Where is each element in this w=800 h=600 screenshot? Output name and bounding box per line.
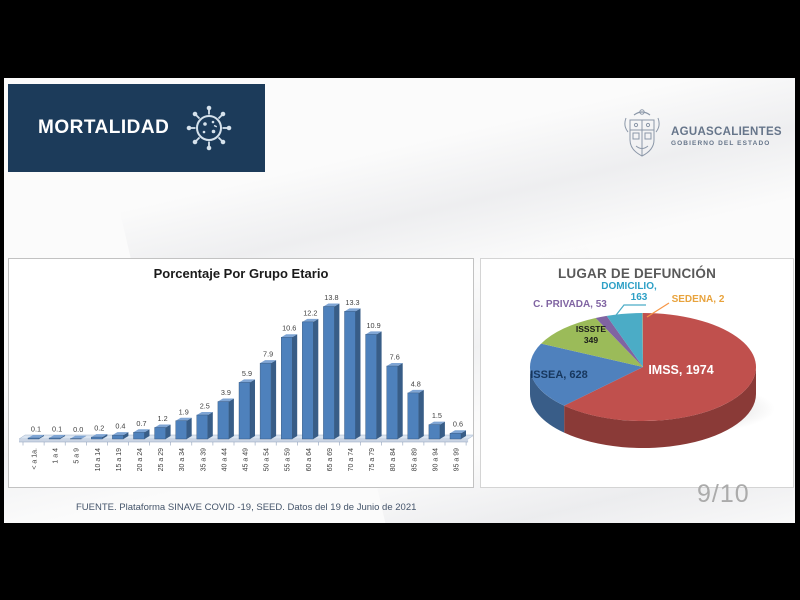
- bar: 7.9: [259, 350, 277, 440]
- bar: 1.9: [175, 407, 192, 440]
- pie-slice-label: ISSSTE: [576, 324, 607, 334]
- bar-category-label: 95 a 99: [454, 448, 461, 471]
- bar-value-label: 13.8: [324, 293, 338, 302]
- pie-slice-label: DOMICILIO,: [601, 281, 657, 292]
- bar: 0.2: [91, 424, 108, 440]
- pie-slice-label: ISSEA, 628: [530, 369, 587, 381]
- bar-value-label: 0.1: [52, 425, 62, 434]
- bar-chart-title: Porcentaje Por Grupo Etario: [153, 266, 329, 281]
- bar: 1.2: [154, 414, 171, 440]
- bar: 2.5: [196, 402, 213, 440]
- bar-category-label: 60 a 64: [306, 448, 313, 471]
- title-banner: MORTALIDAD: [8, 84, 265, 172]
- bar: 0.1: [48, 425, 66, 440]
- bar: 0.1: [27, 425, 44, 440]
- bar: 0.0: [70, 425, 87, 440]
- bar-category-label: 70 a 74: [348, 448, 355, 471]
- bar-value-label: 7.6: [390, 353, 400, 362]
- bar-category-label: 15 a 19: [116, 448, 123, 471]
- pie-slice-side: [564, 367, 756, 448]
- bar: 0.7: [133, 419, 150, 440]
- pie-slice: [595, 315, 643, 367]
- pie-chart-panel: LUGAR DE DEFUNCIÓN IMSS, 1974 ISSEA, 628 I…: [480, 258, 794, 488]
- pie-slice: [541, 317, 643, 367]
- source-note: FUENTE. Plataforma SINAVE COVID -19, SEE…: [76, 502, 417, 513]
- bar-value-label: 0.0: [73, 425, 83, 434]
- bar-category-label: < a 1a.: [32, 448, 39, 470]
- pie-slice-label: IMSS, 1974: [648, 363, 713, 377]
- pie-chart-title: LUGAR DE DEFUNCIÓN: [557, 266, 717, 281]
- pie-slice-label: C. PRIVADA, 53: [533, 299, 607, 310]
- bar-value-label: 13.3: [345, 298, 359, 307]
- bar-value-label: 2.5: [200, 402, 210, 411]
- bar: 10.9: [365, 321, 382, 440]
- state-logo: AGUASCALIENTES GOBIERNO DEL ESTADO: [620, 106, 782, 167]
- bar-category-label: 65 a 69: [327, 448, 334, 471]
- bar-value-label: 4.8: [411, 379, 421, 388]
- bar-category-label: 40 a 44: [221, 448, 228, 471]
- bar-category-label: 45 a 49: [243, 448, 250, 471]
- pie-slice-side: [530, 367, 565, 433]
- bar-value-label: 0.2: [94, 424, 104, 433]
- bar: 0.4: [112, 422, 129, 440]
- pie-slice-label: 163: [631, 292, 648, 303]
- logo-name: AGUASCALIENTES: [671, 126, 782, 139]
- leader-line-sedena: [646, 302, 670, 318]
- leader-line-domicilio: [612, 304, 646, 320]
- pie-slice: [564, 313, 756, 421]
- bar: 12.2: [302, 308, 319, 440]
- bar-value-label: 12.2: [303, 308, 317, 317]
- bar-value-label: 5.9: [242, 369, 252, 378]
- bar: 13.8: [323, 293, 340, 440]
- bar: 1.5: [428, 411, 445, 440]
- slide-number: 9/10: [697, 480, 750, 508]
- bar: 10.6: [281, 324, 298, 440]
- bar-category-label: 25 a 29: [158, 448, 165, 471]
- bar-chart-panel: Porcentaje Por Grupo Etario 0.1 < a 1a. 0.…: [8, 258, 474, 488]
- bar-category-label: 1 a 4: [53, 448, 60, 464]
- bar-category-label: 75 a 79: [369, 448, 376, 471]
- bar-category-label: 80 a 84: [390, 448, 397, 471]
- bar-category-label: 35 a 39: [200, 448, 207, 471]
- bar: 3.9: [217, 388, 234, 440]
- bar-value-label: 1.9: [179, 407, 189, 416]
- virus-icon: [183, 101, 235, 158]
- bar: 5.9: [238, 369, 255, 440]
- chart-floor-edge: [19, 439, 469, 442]
- logo-subtitle: GOBIERNO DEL ESTADO: [671, 139, 771, 147]
- presentation-slide: MORTALIDAD: [4, 78, 795, 523]
- bar-value-label: 1.2: [158, 414, 168, 423]
- bar-category-label: 85 a 89: [411, 448, 418, 471]
- bar-value-label: 0.1: [31, 425, 41, 434]
- bar-category-label: 10 a 14: [95, 448, 102, 471]
- bar-value-label: 0.4: [115, 422, 125, 431]
- bar-category-label: 20 a 24: [137, 448, 144, 471]
- bar-category-label: 90 a 94: [432, 448, 439, 471]
- bar: 4.8: [407, 379, 424, 440]
- bar-value-label: 10.6: [282, 324, 296, 333]
- pie-slice: [606, 313, 643, 367]
- coat-of-arms-icon: [620, 106, 664, 167]
- bar-value-label: 7.9: [263, 350, 273, 359]
- bar-value-label: 3.9: [221, 388, 231, 397]
- bar-category-label: 30 a 34: [179, 448, 186, 471]
- pie-slice-label: SEDENA, 2: [672, 294, 725, 305]
- bar: 13.3: [344, 298, 361, 440]
- bar-value-label: 1.5: [432, 411, 442, 420]
- bar-category-label: 55 a 59: [285, 448, 292, 471]
- bar-value-label: 0.7: [136, 419, 146, 428]
- bar-category-label: 50 a 54: [264, 448, 271, 471]
- pie-slice: [530, 343, 643, 406]
- bar-category-label: 5 a 9: [74, 448, 81, 464]
- bar-value-label: 10.9: [366, 321, 380, 330]
- bar-value-label: 0.6: [453, 420, 463, 429]
- bar-chart: 0.1 < a 1a. 0.1 1 a 4 0.0 5 a 9 0.2 10 a 14 0.4 1…: [18, 293, 473, 471]
- bar: 7.6: [386, 353, 403, 440]
- page-title: MORTALIDAD: [38, 117, 170, 138]
- bar: 0.6: [449, 420, 466, 440]
- pie-slice-label: 349: [584, 335, 598, 345]
